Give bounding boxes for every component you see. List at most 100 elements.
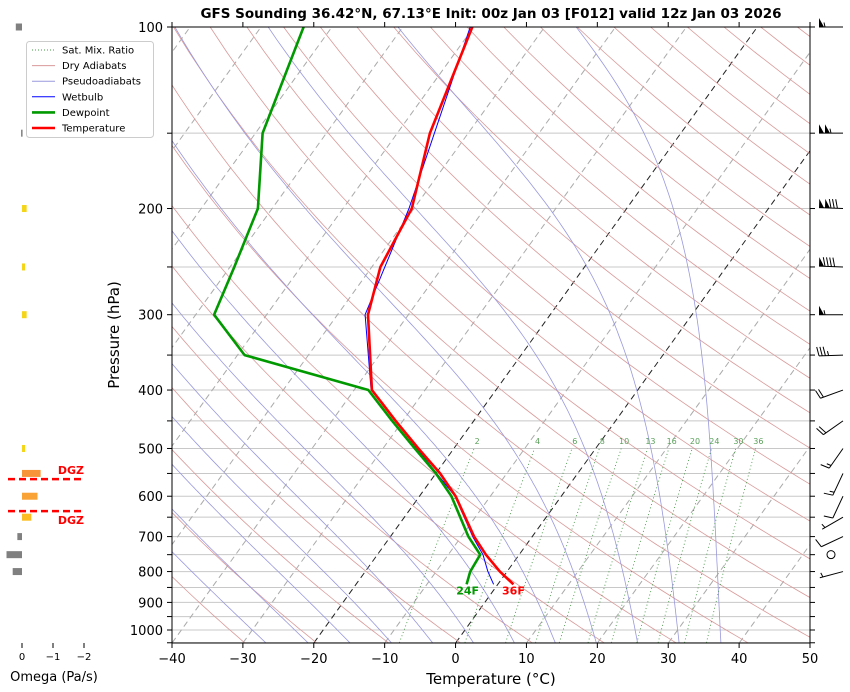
chart-title: GFS Sounding 36.42°N, 67.13°E Init: 00z … xyxy=(200,6,781,22)
barb-full xyxy=(828,198,832,209)
pseudoadiabat xyxy=(267,27,638,643)
dry-adiabat xyxy=(430,27,810,345)
omega-bar xyxy=(22,469,41,477)
mixing-ratio-line xyxy=(558,448,622,643)
pseudoadiabat xyxy=(172,139,556,643)
wind-barb xyxy=(819,305,843,316)
barb-staff xyxy=(820,389,844,399)
surface-temperature-label: 36F xyxy=(502,584,525,597)
isotherm xyxy=(172,27,475,447)
legend-entry: Wetbulb xyxy=(62,92,103,103)
isotherm xyxy=(738,543,810,643)
pseudoadiabat xyxy=(174,27,597,643)
mixing-ratio-line xyxy=(587,448,649,643)
barb-staff xyxy=(828,448,844,469)
barb-flag xyxy=(825,124,830,134)
barb-flag xyxy=(819,198,824,208)
barb-staff xyxy=(832,496,844,519)
wind-barb xyxy=(819,124,843,134)
pseudoadiabat xyxy=(397,27,680,643)
dry-adiabat xyxy=(283,27,810,485)
dry-adiabat xyxy=(172,387,461,643)
wind-barb xyxy=(818,198,844,210)
mixing-ratio-line xyxy=(535,448,600,643)
omega-bar xyxy=(6,551,22,559)
highlight-isotherm xyxy=(313,27,758,643)
omega-axis-label: Omega (Pa/s) xyxy=(10,670,98,685)
wetbulb-line xyxy=(364,27,495,585)
dry-adiabat xyxy=(393,27,810,379)
omega-tick-label: 0 xyxy=(19,652,25,663)
barb-full xyxy=(835,199,838,209)
mixing-ratio-label: 10 xyxy=(619,437,629,446)
x-tick-label: 40 xyxy=(731,652,748,667)
mixing-ratio-label: 20 xyxy=(690,437,700,446)
omega-bar xyxy=(22,513,32,521)
legend-box xyxy=(26,41,154,138)
barb-full xyxy=(832,257,836,267)
wind-barb xyxy=(815,389,844,399)
barb-full xyxy=(829,257,832,267)
barb-half xyxy=(820,572,824,578)
pseudoadiabat xyxy=(172,551,267,643)
isotherm xyxy=(597,346,810,643)
barb-staff xyxy=(821,516,844,530)
surface-dewpoint-label: 24F xyxy=(456,584,479,597)
legend-entry: Dewpoint xyxy=(62,108,110,119)
isotherm xyxy=(526,248,810,643)
isotherm xyxy=(172,27,616,643)
barb-half xyxy=(829,128,832,134)
mixing-ratio-label: 16 xyxy=(667,437,677,446)
barb-full xyxy=(816,428,824,436)
barb-flag xyxy=(819,124,824,134)
y-axis-label: Pressure (hPa) xyxy=(105,281,123,389)
barb-full xyxy=(818,426,827,434)
mixing-ratio-line xyxy=(684,448,737,643)
dry-adiabat xyxy=(319,27,810,449)
calm-wind-circle xyxy=(826,550,836,560)
dry-adiabat xyxy=(650,27,810,155)
barb-half xyxy=(823,310,826,315)
dry-adiabat xyxy=(172,144,749,643)
wind-barb xyxy=(823,496,844,519)
dry-adiabat xyxy=(246,27,810,522)
x-tick-label: 20 xyxy=(589,652,606,667)
x-tick-label: −30 xyxy=(229,652,256,667)
legend-entry: Sat. Mix. Ratio xyxy=(62,46,134,57)
mixing-ratio-label: 8 xyxy=(600,437,605,446)
barb-full xyxy=(823,515,833,519)
isotherm xyxy=(172,27,404,349)
wind-barbs xyxy=(815,18,844,579)
y-tick-label: 300 xyxy=(138,309,163,324)
legend: Sat. Mix. Ratio Dry Adiabats Pseudoadiabat… xyxy=(26,41,154,138)
dry-adiabat xyxy=(172,511,317,643)
barb-staff xyxy=(823,420,844,436)
barb-half xyxy=(823,22,826,28)
omega-bar xyxy=(17,533,22,541)
y-tick-label: 700 xyxy=(138,531,163,546)
pseudoadiabat xyxy=(172,415,392,643)
barb-full xyxy=(826,257,829,267)
omega-bar xyxy=(22,311,27,319)
pseudoadiabat xyxy=(172,302,474,643)
mixing-ratio-label: 13 xyxy=(645,437,655,446)
dry-adiabat xyxy=(172,265,605,643)
background-lines xyxy=(172,27,810,643)
axes: 24F 36F1002003004005006007008009001000−40… xyxy=(130,21,818,667)
barb-full xyxy=(815,390,821,399)
isotherm xyxy=(172,27,546,546)
omega-bar xyxy=(12,568,22,576)
wind-barb xyxy=(821,516,844,530)
mixing-ratio-line xyxy=(610,448,670,643)
mixing-ratio-label: 24 xyxy=(709,437,719,446)
y-tick-label: 100 xyxy=(138,21,163,36)
barb-flag xyxy=(819,305,824,315)
barb-full xyxy=(820,464,830,469)
dry-adiabat xyxy=(503,27,810,280)
omega-tick-label: −1 xyxy=(46,652,61,663)
omega-bar xyxy=(22,205,27,213)
barb-flag xyxy=(819,18,824,27)
mixing-ratio-line xyxy=(706,448,757,643)
isotherm xyxy=(242,27,687,643)
